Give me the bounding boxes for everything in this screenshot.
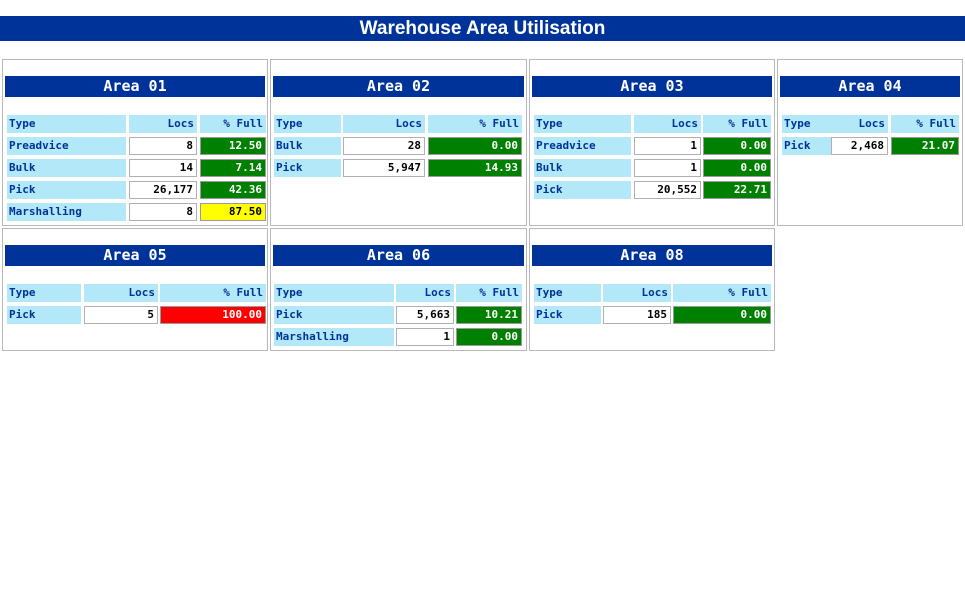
row-type-label: Bulk bbox=[534, 159, 631, 177]
column-header-locs: Locs bbox=[84, 284, 158, 302]
row-locs-value: 14 bbox=[129, 159, 197, 177]
row-type-label: Pick bbox=[534, 306, 601, 324]
row-type-label: Pick bbox=[534, 181, 631, 199]
row-type-label: Marshalling bbox=[7, 203, 126, 221]
column-header-pct-full: % Full bbox=[703, 115, 771, 133]
row-pct-full-value: 0.00 bbox=[456, 328, 522, 346]
row-pct-full-value: 0.00 bbox=[703, 159, 771, 177]
area-title: Area 08 bbox=[532, 245, 772, 266]
column-header-type: Type bbox=[274, 284, 394, 302]
column-header-type: Type bbox=[534, 284, 601, 302]
row-pct-full-value: 7.14 bbox=[200, 159, 266, 177]
column-header-locs: Locs bbox=[396, 284, 454, 302]
row-pct-full-value: 100.00 bbox=[160, 306, 266, 324]
column-header-locs: Locs bbox=[129, 115, 197, 133]
area-title: Area 01 bbox=[5, 76, 265, 97]
row-type-label: Pick bbox=[274, 159, 341, 177]
column-header-pct-full: % Full bbox=[891, 115, 959, 133]
column-header-pct-full: % Full bbox=[673, 284, 771, 302]
column-header-locs: Locs bbox=[634, 115, 701, 133]
area-title: Area 03 bbox=[532, 76, 772, 97]
row-type-label: Preadvice bbox=[534, 137, 631, 155]
row-locs-value: 1 bbox=[396, 328, 454, 346]
row-pct-full-value: 0.00 bbox=[703, 137, 771, 155]
column-header-pct-full: % Full bbox=[160, 284, 266, 302]
row-pct-full-value: 12.50 bbox=[200, 137, 266, 155]
column-header-type: Type bbox=[274, 115, 341, 133]
row-type-label: Pick bbox=[7, 181, 126, 199]
area-title: Area 02 bbox=[273, 76, 524, 97]
row-locs-value: 5,947 bbox=[343, 159, 425, 177]
row-pct-full-value: 10.21 bbox=[456, 306, 522, 324]
row-type-label: Pick bbox=[782, 137, 832, 155]
row-pct-full-value: 0.00 bbox=[428, 137, 522, 155]
row-pct-full-value: 87.50 bbox=[200, 203, 266, 221]
column-header-type: Type bbox=[7, 115, 126, 133]
column-header-type: Type bbox=[7, 284, 81, 302]
row-type-label: Bulk bbox=[274, 137, 341, 155]
row-pct-full-value: 14.93 bbox=[428, 159, 522, 177]
row-locs-value: 26,177 bbox=[129, 181, 197, 199]
area-title: Area 06 bbox=[273, 245, 524, 266]
row-locs-value: 20,552 bbox=[634, 181, 701, 199]
row-locs-value: 5 bbox=[84, 306, 158, 324]
row-pct-full-value: 22.71 bbox=[703, 181, 771, 199]
row-pct-full-value: 21.07 bbox=[891, 137, 959, 155]
column-header-pct-full: % Full bbox=[428, 115, 522, 133]
row-pct-full-value: 0.00 bbox=[673, 306, 771, 324]
area-title: Area 05 bbox=[5, 245, 265, 266]
row-locs-value: 8 bbox=[129, 203, 197, 221]
row-type-label: Pick bbox=[7, 306, 81, 324]
column-header-locs: Locs bbox=[603, 284, 671, 302]
area-title: Area 04 bbox=[780, 76, 960, 97]
row-type-label: Bulk bbox=[7, 159, 126, 177]
column-header-locs: Locs bbox=[831, 115, 888, 133]
column-header-type: Type bbox=[782, 115, 832, 133]
row-locs-value: 1 bbox=[634, 137, 701, 155]
column-header-pct-full: % Full bbox=[456, 284, 522, 302]
page-title: Warehouse Area Utilisation bbox=[0, 16, 965, 41]
row-type-label: Marshalling bbox=[274, 328, 394, 346]
row-locs-value: 185 bbox=[603, 306, 671, 324]
row-locs-value: 8 bbox=[129, 137, 197, 155]
column-header-locs: Locs bbox=[343, 115, 425, 133]
row-locs-value: 5,663 bbox=[396, 306, 454, 324]
row-pct-full-value: 42.36 bbox=[200, 181, 266, 199]
row-type-label: Pick bbox=[274, 306, 394, 324]
row-locs-value: 2,468 bbox=[831, 137, 888, 155]
row-locs-value: 1 bbox=[634, 159, 701, 177]
row-type-label: Preadvice bbox=[7, 137, 126, 155]
row-locs-value: 28 bbox=[343, 137, 425, 155]
column-header-type: Type bbox=[534, 115, 631, 133]
column-header-pct-full: % Full bbox=[200, 115, 266, 133]
